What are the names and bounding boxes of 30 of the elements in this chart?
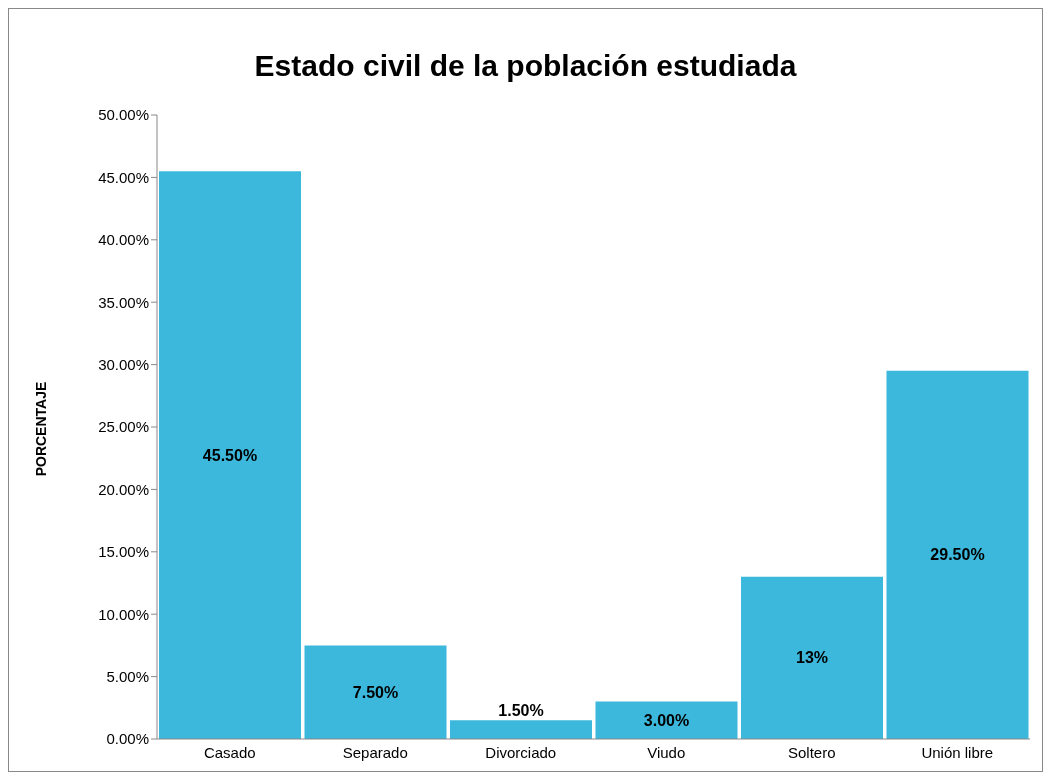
bar: [450, 720, 592, 739]
data-label: 1.50%: [498, 701, 544, 719]
y-tick-label: 10.00%: [98, 605, 149, 623]
y-tick-label: 5.00%: [106, 667, 149, 685]
x-tick-label: Soltero: [787, 743, 836, 761]
x-tick-label: Divorciado: [485, 743, 557, 761]
x-tick-label: Separado: [342, 743, 408, 761]
y-tick-label: 45.00%: [98, 168, 149, 186]
y-tick-label: 0.00%: [106, 730, 149, 748]
data-label: 7.50%: [352, 683, 399, 701]
x-tick-label: Viudo: [647, 743, 686, 761]
data-label: 45.50%: [202, 446, 258, 464]
y-tick-label: 25.00%: [98, 418, 149, 436]
y-tick-label: 20.00%: [98, 480, 149, 498]
y-tick-label: 50.00%: [98, 106, 149, 124]
bar: [741, 576, 883, 739]
bar: [304, 645, 447, 739]
data-label: 29.50%: [930, 546, 985, 564]
chart-title: Estado civil de la población estudiada: [253, 49, 798, 83]
x-tick-label: Casado: [203, 743, 256, 761]
bar: [159, 171, 301, 739]
data-label: 13%: [795, 649, 829, 667]
bar: [886, 370, 1029, 739]
y-tick-label: 40.00%: [98, 231, 149, 249]
y-tick-label: 30.00%: [98, 355, 149, 373]
y-tick-label: 15.00%: [98, 543, 149, 561]
y-axis-title: PORCENTAJE: [33, 381, 49, 477]
data-label: 3.00%: [643, 711, 690, 729]
y-tick-label: 35.00%: [98, 293, 149, 311]
x-tick-label: Unión libre: [921, 743, 994, 761]
